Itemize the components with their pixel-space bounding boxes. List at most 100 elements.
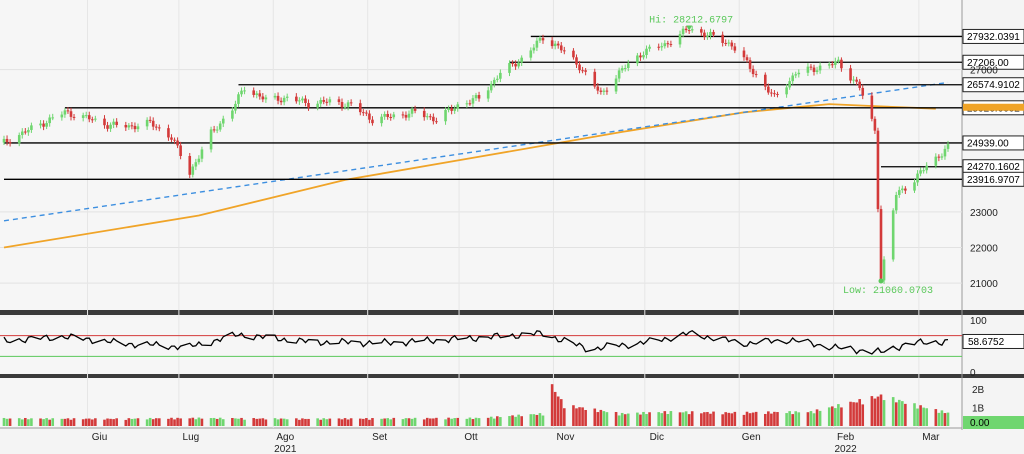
volume-bar: [188, 418, 192, 426]
candle-body: [770, 92, 773, 94]
volume-bar: [115, 418, 118, 426]
volume-bar: [151, 419, 155, 426]
volume-bar: [301, 418, 304, 426]
volume-bar: [489, 416, 493, 426]
candle-body: [754, 74, 758, 76]
month-label: Lug: [183, 432, 200, 443]
volume-bar: [492, 418, 496, 426]
volume-bar: [298, 419, 301, 426]
candle-body: [362, 112, 365, 114]
candle-body: [535, 40, 539, 48]
candle-body: [937, 156, 941, 158]
volume-bar: [815, 409, 819, 426]
candle-body: [328, 99, 332, 103]
candle-body: [700, 29, 703, 33]
volume-bar: [937, 412, 941, 426]
candle-body: [212, 129, 216, 131]
candle-body: [191, 166, 195, 175]
candle-body: [234, 103, 237, 111]
candle-body: [529, 50, 533, 58]
candle-body: [636, 55, 639, 64]
candle-body: [2, 138, 6, 143]
volume-bar: [620, 412, 624, 426]
x-axis-labels: Giu Lug Ago Set Ott Nov Dic Gen Feb Mar 2021 2022: [92, 432, 940, 454]
ma200-line: [3, 103, 936, 249]
candle-body: [346, 102, 350, 107]
volume-bar: [94, 418, 97, 426]
candle-body: [307, 102, 310, 108]
rsi-value-label: 58.6752: [968, 337, 1005, 348]
candle-body: [109, 124, 112, 129]
volume-bar: [362, 418, 365, 426]
volume-bar: [215, 418, 219, 426]
price-panel-bg: [0, 0, 962, 310]
candle-body: [809, 66, 813, 68]
volume-bar: [87, 418, 91, 426]
low-label: Low: 21060.0703: [843, 286, 933, 297]
candle-body: [51, 117, 55, 119]
volume-bar: [578, 407, 581, 426]
candle-body: [742, 50, 746, 58]
candle-body: [209, 129, 213, 150]
candle-body: [343, 106, 347, 108]
candle-body: [404, 114, 408, 118]
volume-bar: [517, 414, 520, 426]
candle-body: [897, 190, 901, 195]
candle-body: [879, 209, 883, 281]
trendline-series: [3, 81, 949, 222]
candle-body: [556, 43, 560, 46]
volume-bar: [218, 417, 222, 426]
candle-body: [371, 119, 374, 124]
volume-bar: [572, 405, 575, 426]
candle-body: [943, 148, 947, 157]
volume-bar: [709, 413, 712, 426]
volume-bar: [812, 413, 816, 426]
volume-bar: [197, 417, 201, 426]
rsi-value-box: [962, 333, 1024, 349]
candle-body: [727, 42, 731, 44]
volume-panel: 2B 1B 0.00: [2, 384, 1024, 429]
candle-body: [882, 259, 886, 281]
candle-body: [712, 31, 715, 35]
candle-body: [748, 60, 752, 69]
volume-bar: [167, 418, 170, 426]
volume-bar: [733, 411, 737, 426]
volume-bar: [773, 411, 776, 426]
volume-bar: [532, 414, 536, 426]
volume-bar: [158, 418, 161, 426]
candle-body: [368, 113, 371, 120]
volume-bar: [148, 417, 152, 426]
candle-body: [380, 116, 383, 124]
volume-bar: [304, 418, 307, 426]
volume-bar: [946, 412, 950, 426]
candle-body: [136, 126, 140, 130]
volume-bar: [535, 414, 539, 426]
candle-body: [575, 57, 578, 65]
rsi-panel: 100 0 58.6752: [0, 316, 1024, 379]
volume-bar: [407, 418, 411, 426]
candle-body: [620, 68, 624, 71]
volume-bar: [776, 412, 779, 426]
volume-bar: [346, 419, 350, 426]
volume-bar: [712, 411, 715, 426]
volume-bar: [307, 418, 310, 426]
price-tick-label: 21000: [970, 279, 998, 290]
month-label: Feb: [837, 432, 855, 443]
volume-bar: [51, 418, 55, 426]
volume-bar: [700, 413, 703, 426]
volume-bar: [559, 399, 563, 426]
volume-bar: [581, 407, 584, 426]
volume-bar: [401, 419, 405, 426]
candle-body: [815, 70, 819, 72]
candle-body: [273, 95, 277, 98]
volume-bar: [681, 412, 685, 426]
candle-body: [563, 50, 566, 52]
volume-bar: [727, 412, 731, 426]
candle-body: [849, 68, 852, 81]
volume-bar: [496, 416, 499, 426]
volume-bar: [922, 407, 925, 426]
candle-body: [279, 100, 283, 103]
candle-body: [255, 93, 259, 95]
candle-body: [840, 59, 843, 69]
volume-bar: [486, 417, 490, 426]
